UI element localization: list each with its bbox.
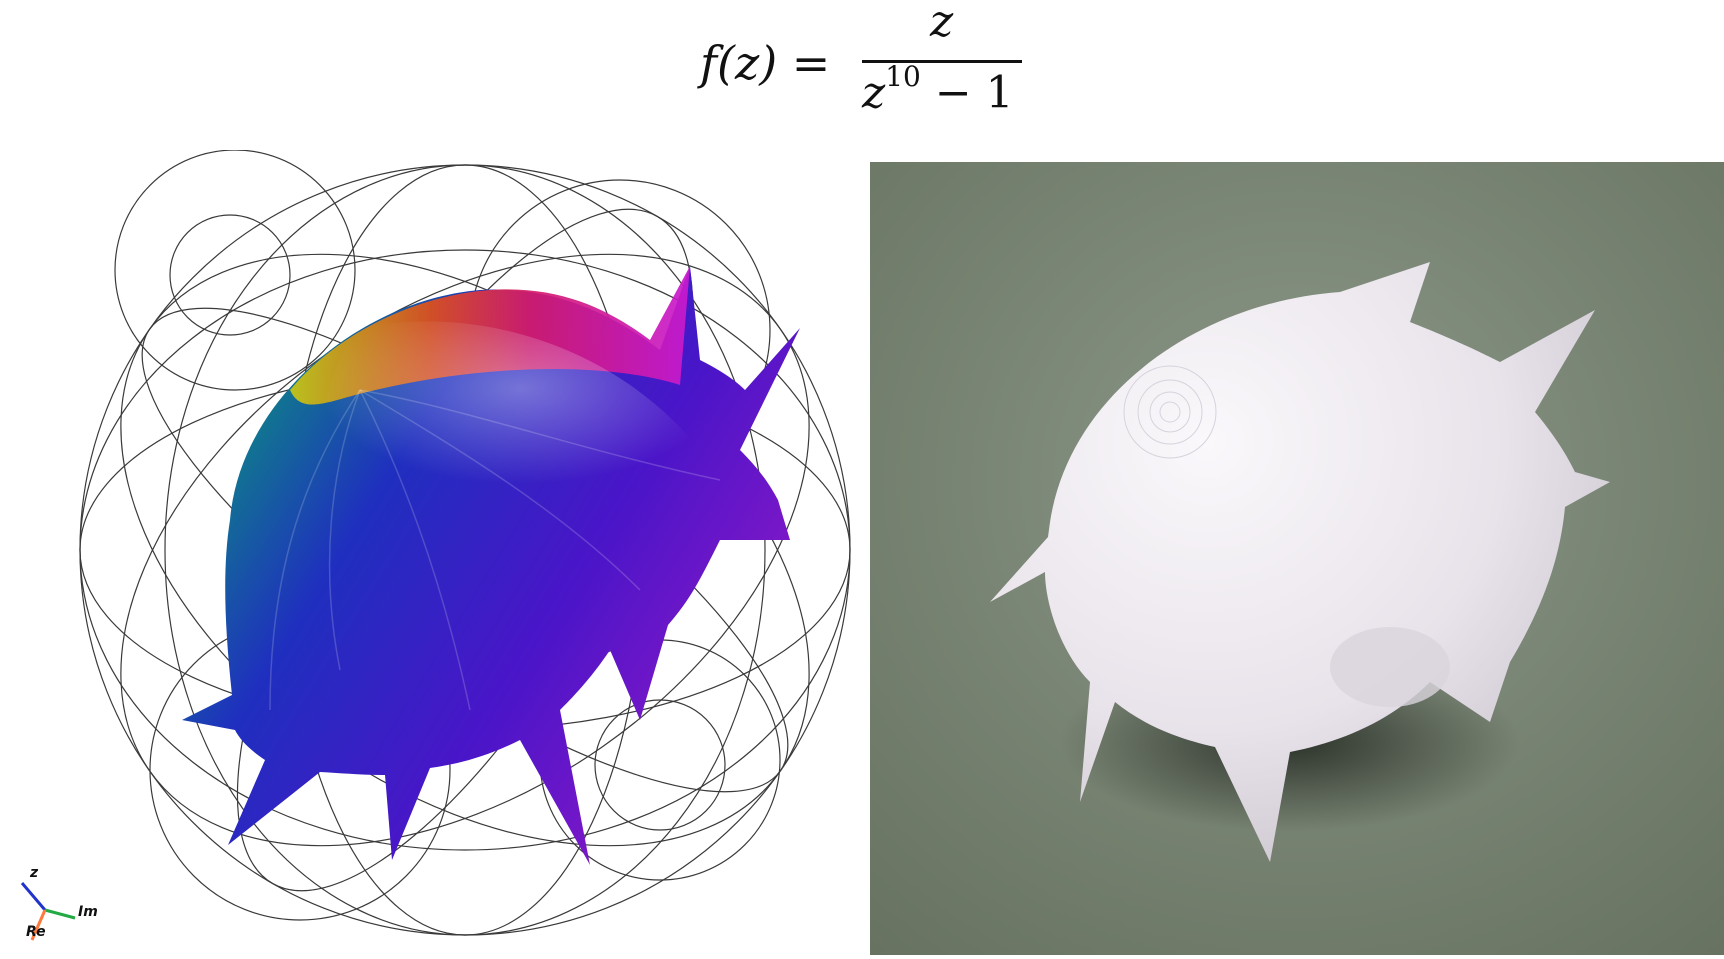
re-axis-label: Re xyxy=(26,924,46,940)
spiked-surface xyxy=(182,266,800,865)
photo-canvas xyxy=(870,162,1724,955)
formula: f(z) = z z10 − 1 xyxy=(700,0,1030,120)
formula-lhs: f(z) = xyxy=(700,36,831,90)
formula-denominator: z10 − 1 xyxy=(862,60,1014,119)
printed-model-photo xyxy=(870,162,1724,955)
fraction-bar xyxy=(862,60,1022,63)
formula-numerator: z xyxy=(930,0,954,47)
denominator-base: z xyxy=(862,67,886,119)
z-axis-line xyxy=(20,882,47,911)
printed-model xyxy=(990,262,1610,862)
re-axis-line xyxy=(30,909,47,941)
axes-gizmo: z Im Re xyxy=(20,865,98,941)
riemann-sphere-render: z Im Re xyxy=(0,149,860,955)
denominator-exponent: 10 xyxy=(885,60,921,93)
z-axis-label: z xyxy=(29,865,39,881)
render-canvas: z Im Re xyxy=(20,149,851,941)
model-base xyxy=(1330,627,1450,707)
im-axis-label: Im xyxy=(78,904,98,920)
denominator-rest: − 1 xyxy=(920,67,1014,119)
im-axis-line xyxy=(44,908,76,920)
